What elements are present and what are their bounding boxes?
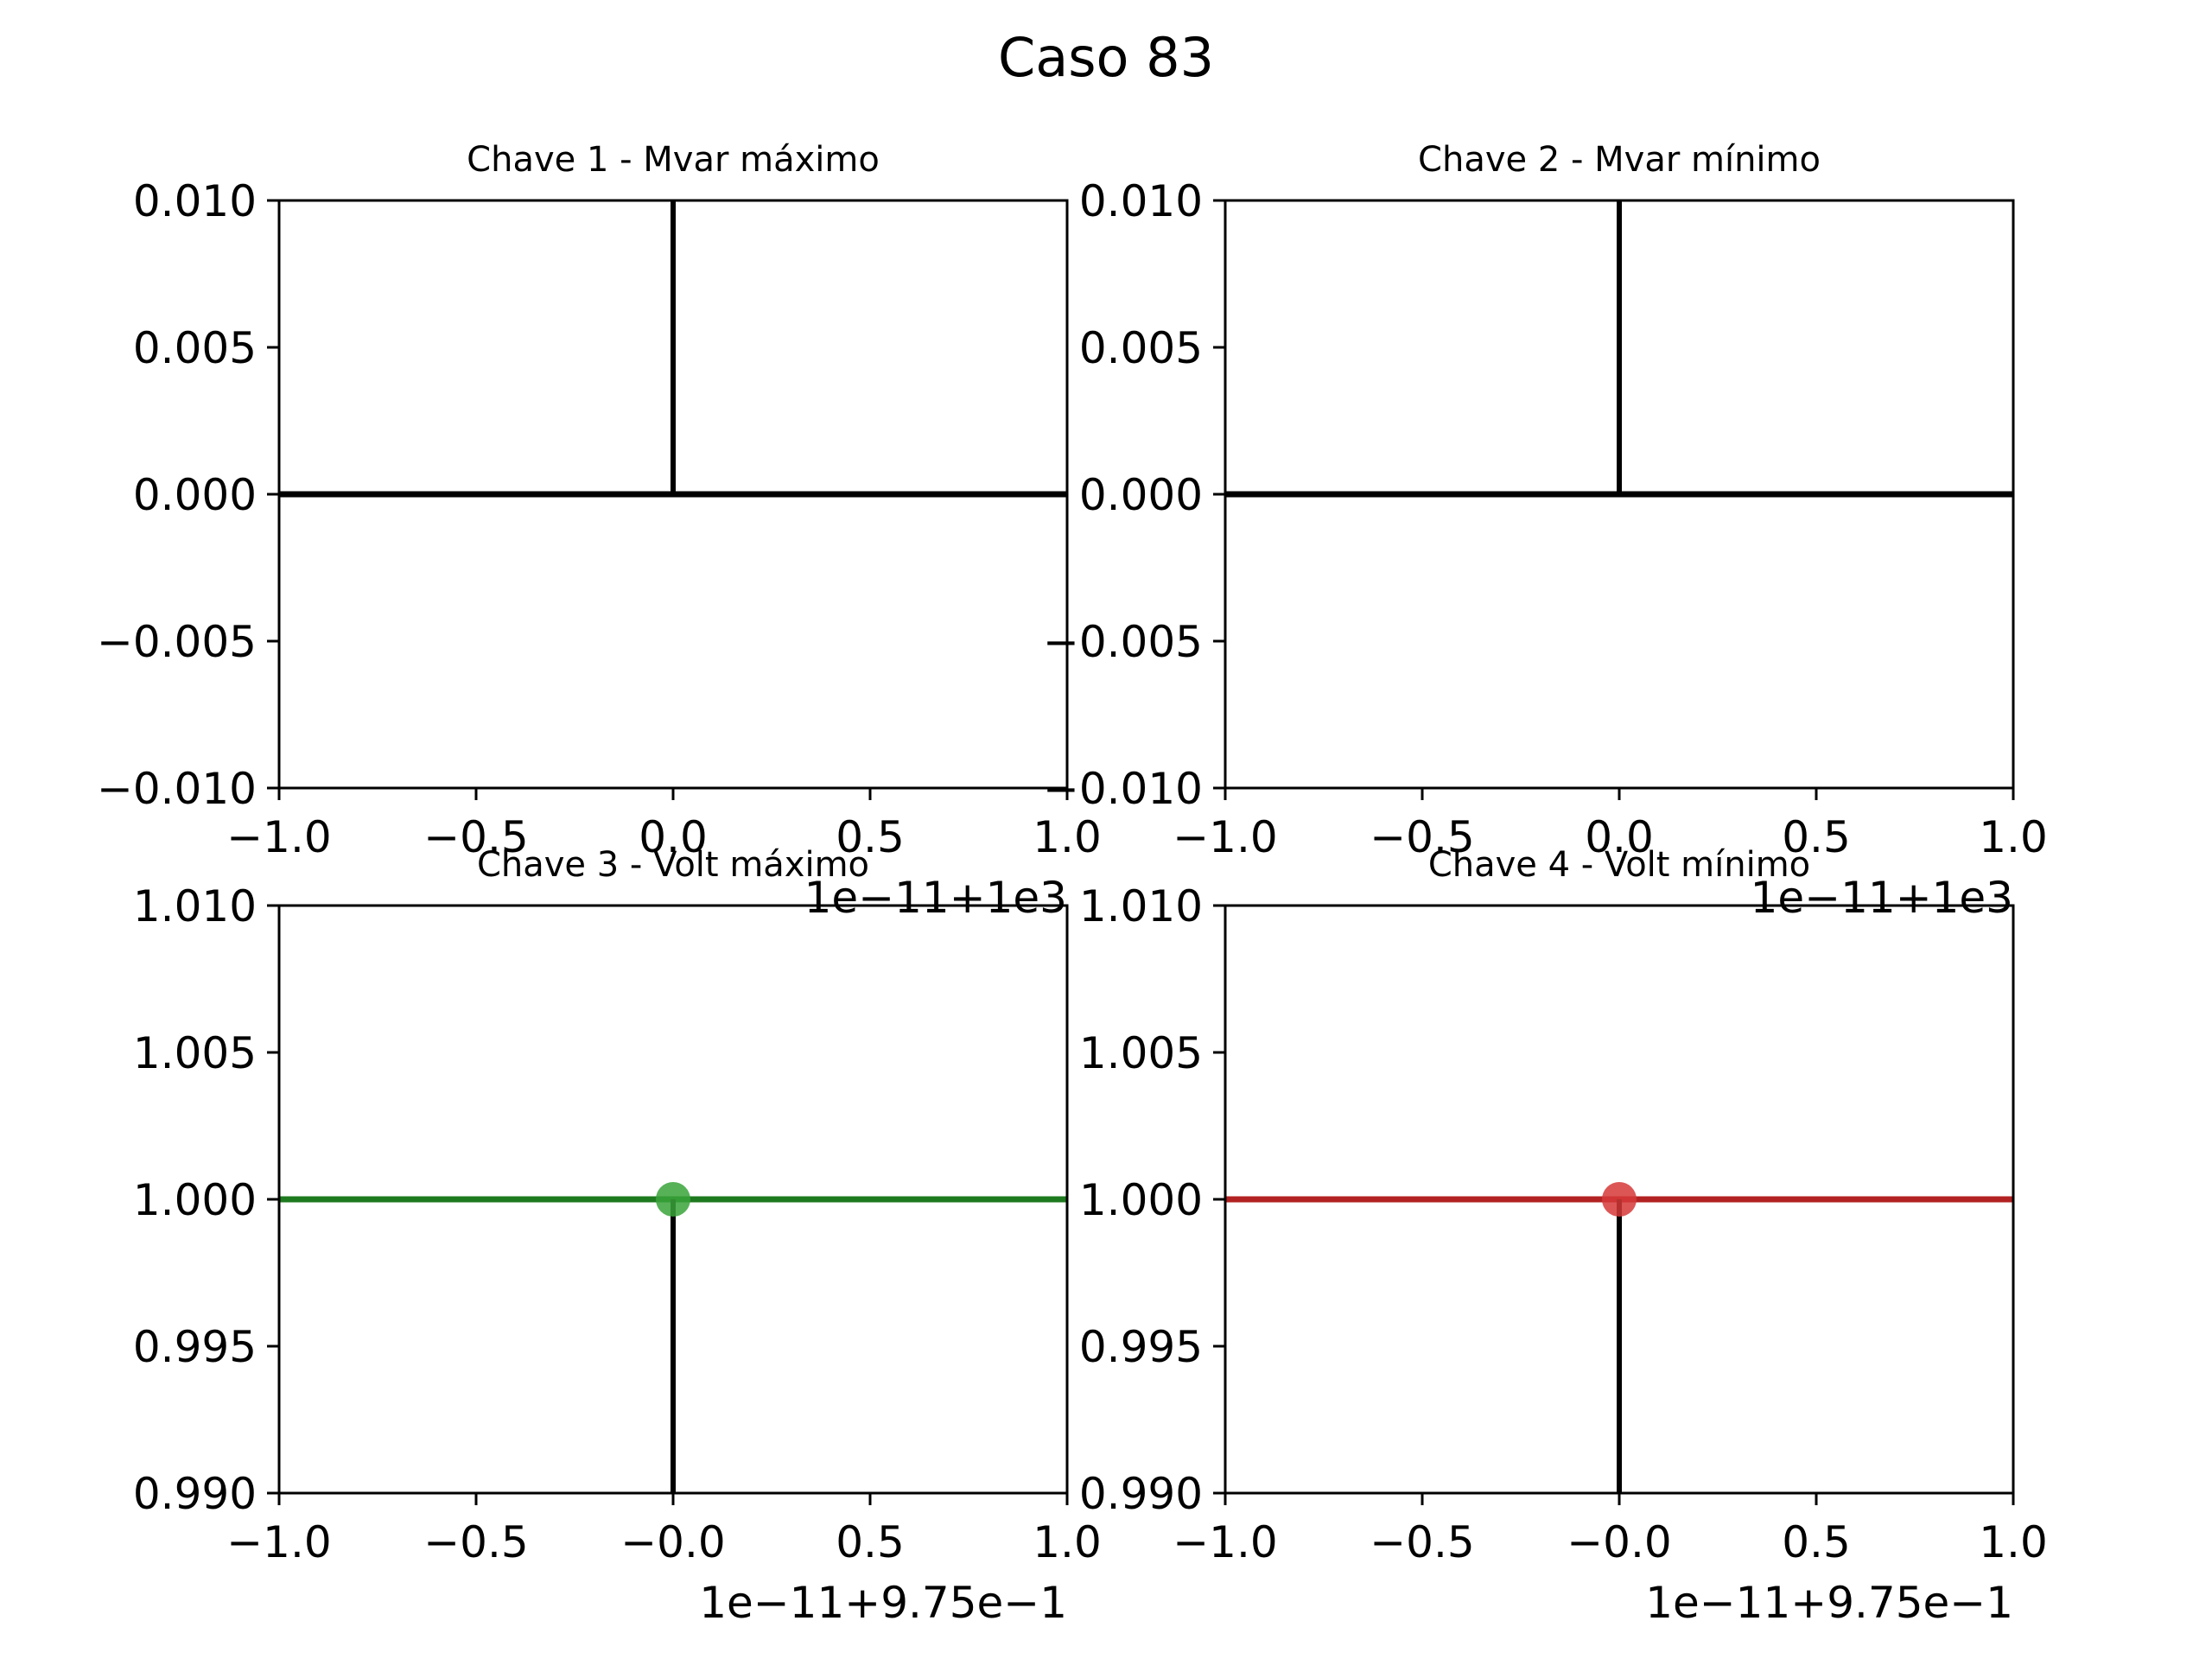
x-tick-label: 0.0	[1585, 812, 1654, 862]
y-tick-label: 0.005	[133, 323, 257, 373]
y-tick-label: 0.000	[1079, 470, 1203, 520]
y-tick-label: 1.010	[1079, 881, 1203, 931]
x-tick-label: −0.5	[1370, 1517, 1474, 1567]
y-tick-label: 0.000	[133, 470, 257, 520]
y-tick-label: 0.010	[1079, 176, 1203, 226]
subplot-title: Chave 1 - Mvar máximo	[467, 140, 880, 180]
y-tick-label: 1.005	[133, 1028, 257, 1078]
x-tick-label: −0.5	[423, 1517, 528, 1567]
x-tick-label: −0.5	[423, 812, 528, 862]
y-tick-label: 1.000	[133, 1175, 257, 1225]
x-tick-label: 0.0	[639, 812, 708, 862]
subplot-1: Chave 1 - Mvar máximo −1.0 −0.5 0.0 0.5 1.0 −0…	[97, 140, 1102, 923]
x-tick-label: 0.5	[1782, 812, 1851, 862]
data-point	[656, 1182, 690, 1217]
y-tick-label: −0.005	[97, 617, 257, 667]
y-tick-label: −0.010	[97, 764, 257, 814]
y-tick-label: 0.990	[1079, 1469, 1203, 1519]
subplot-2: Chave 2 - Mvar mínimo −1.0 −0.5 0.0 0.5 1.0 −0…	[1043, 140, 2048, 923]
x-tick-label: 1.0	[1979, 1517, 2048, 1567]
y-tick-label: 1.005	[1079, 1028, 1203, 1078]
subplot-grid: Chave 1 - Mvar máximo−1.0 −0.5 0.0 0.5 1.0−0…	[97, 140, 2048, 1628]
x-tick-label: −1.0	[1173, 1517, 1277, 1567]
data-point	[1602, 1182, 1637, 1217]
x-tick-label: −1.0	[226, 812, 331, 862]
figure-title: Caso 83	[998, 26, 1214, 89]
x-tick-label: 0.5	[1782, 1517, 1851, 1567]
y-tick-label: 0.990	[133, 1469, 257, 1519]
x-tick-label: −0.5	[1370, 812, 1474, 862]
x-tick-label: −0.0	[1567, 1517, 1671, 1567]
x-tick-label: 0.5	[836, 812, 905, 862]
y-tick-label: 0.995	[1079, 1322, 1203, 1372]
x-axis-offset-text: 1e−11+9.75e−1	[1645, 1578, 2013, 1628]
x-tick-label: −1.0	[1173, 812, 1277, 862]
y-tick-label: −0.005	[1043, 617, 1203, 667]
subplot-3: Chave 3 - Volt máximo−1.0 −0.5 −0.0 0.5 1.00…	[133, 845, 1102, 1628]
subplot-title: Chave 4 - Volt mínimo	[1428, 845, 1810, 885]
subplot-title: Chave 3 - Volt máximo	[477, 845, 869, 885]
y-tick-label: −0.010	[1043, 764, 1203, 814]
x-tick-label: −0.0	[620, 1517, 725, 1567]
y-tick-label: 1.000	[1079, 1175, 1203, 1225]
y-tick-label: 1.010	[133, 881, 257, 931]
x-tick-label: 1.0	[1033, 812, 1102, 862]
x-axis-offset-text: 1e−11+1e3	[804, 873, 1067, 923]
y-tick-label: 0.005	[1079, 323, 1203, 373]
x-axis-offset-text: 1e−11+9.75e−1	[699, 1578, 1067, 1628]
x-tick-label: −1.0	[226, 1517, 331, 1567]
subplot-4: Chave 4 - Volt mínimo−1.0 −0.5 −0.0 0.5 1.00…	[1079, 845, 2048, 1628]
x-tick-label: 1.0	[1033, 1517, 1102, 1567]
y-tick-label: 0.995	[133, 1322, 257, 1372]
subplot-title: Chave 2 - Mvar mínimo	[1418, 140, 1821, 180]
y-tick-label: 0.010	[133, 176, 257, 226]
x-tick-label: 0.5	[836, 1517, 905, 1567]
x-tick-label: 1.0	[1979, 812, 2048, 862]
x-axis-offset-text: 1e−11+1e3	[1751, 873, 2013, 923]
